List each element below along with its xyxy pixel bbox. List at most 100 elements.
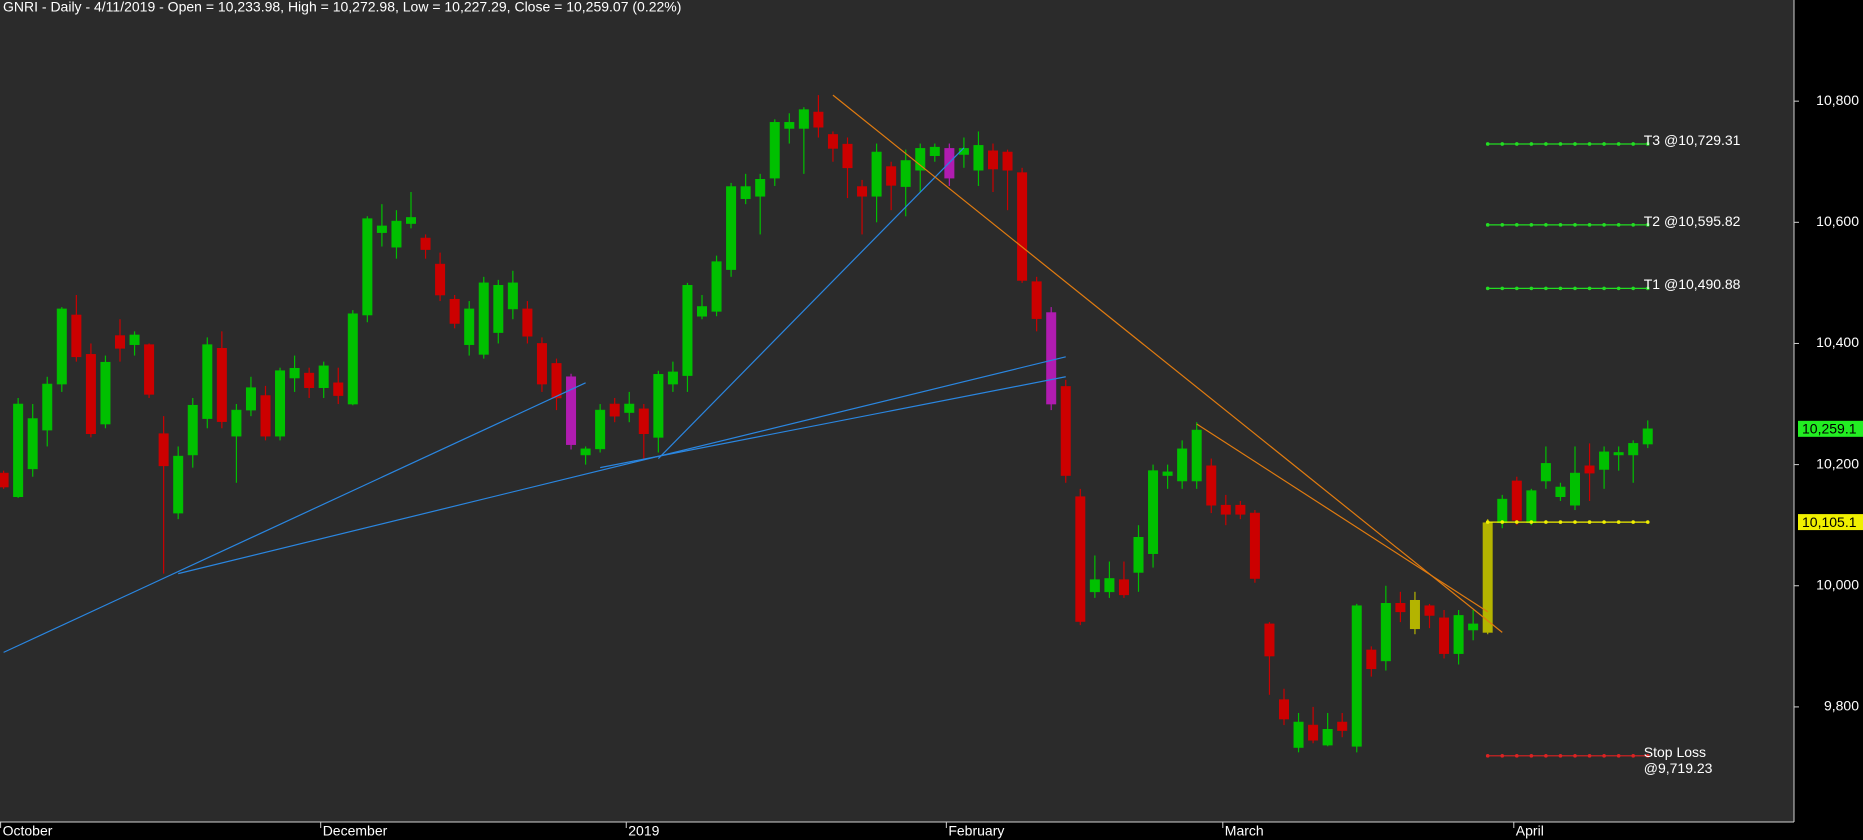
candle-body [1031, 281, 1042, 319]
candle-body [1511, 480, 1522, 521]
level-dot [1645, 520, 1650, 524]
candle-body [915, 148, 926, 171]
candle-body [1118, 579, 1129, 596]
level-dot [1602, 286, 1606, 291]
price-tag-label: 10,105.1 [1802, 514, 1857, 530]
candle-body [231, 409, 242, 437]
candle-body [1540, 463, 1551, 482]
candle-body [1439, 617, 1450, 654]
candle-body [1497, 498, 1508, 524]
candle-body [1468, 623, 1479, 631]
level-dot [1616, 142, 1621, 146]
candle-body [624, 403, 635, 413]
candle-body [478, 282, 489, 355]
level-dot [1529, 520, 1534, 524]
level-dot [1558, 286, 1563, 291]
candle-body [449, 298, 460, 324]
candle-body [173, 455, 184, 514]
candle-body [1017, 172, 1028, 281]
level-label: T2 @10,595.82 [1643, 212, 1741, 229]
candle-body [1584, 465, 1595, 474]
candle-body [1380, 603, 1391, 662]
candle-body [304, 372, 315, 388]
candle-body [144, 344, 155, 395]
level-dot [1616, 286, 1621, 291]
candle-body [1264, 623, 1275, 657]
level-dot [1500, 223, 1505, 227]
level-dot [1544, 286, 1548, 291]
level-dot [1515, 286, 1519, 291]
candle-body [667, 371, 678, 385]
candle-body [551, 363, 562, 399]
level-dot [1631, 520, 1635, 524]
trend-line [1196, 423, 1489, 613]
candle-body [653, 374, 664, 438]
candle-body [1046, 312, 1057, 405]
candle-body [85, 354, 96, 435]
candle-body [376, 225, 387, 233]
candle-body [1642, 428, 1653, 445]
candle-body [900, 160, 911, 187]
candle-body [973, 145, 984, 171]
level-dot [1587, 286, 1592, 291]
price-tag-box [1798, 514, 1863, 531]
candle-body [1279, 699, 1290, 720]
candle-body [56, 308, 67, 385]
level-dot [1631, 223, 1635, 227]
trend-line [832, 94, 1503, 633]
candle-body [216, 348, 227, 422]
candle-body [245, 387, 256, 411]
level-dot [1587, 520, 1592, 524]
candle-body [0, 472, 9, 488]
candle-body [420, 237, 431, 250]
candle-body [595, 409, 606, 450]
candle-body [638, 408, 649, 435]
candle-body [1148, 470, 1159, 554]
candle-body [740, 186, 751, 199]
price-tag-label: 10,259.1 [1802, 421, 1857, 437]
candle-body [536, 343, 547, 385]
candle-body [711, 261, 722, 312]
y-tick-label: 10,400 [1816, 334, 1859, 350]
level-dot [1573, 286, 1577, 291]
y-tick-label: 10,800 [1816, 92, 1859, 108]
candle-body [1628, 443, 1639, 456]
level-dot [1485, 286, 1490, 291]
y-tick-label: 10,200 [1816, 455, 1859, 471]
candle-body [391, 220, 402, 248]
level-dot [1602, 142, 1606, 146]
level-dot [1500, 754, 1505, 758]
level-dot [1500, 520, 1505, 524]
candle-body [115, 335, 126, 349]
candle-body [987, 150, 998, 170]
candle-body [129, 334, 140, 345]
candle-body [100, 361, 111, 425]
level-dot [1485, 520, 1490, 524]
candle-body [464, 308, 475, 345]
candle-body [1002, 151, 1013, 171]
candle-body [769, 122, 780, 179]
level-dot [1500, 286, 1505, 291]
level-dot [1587, 754, 1592, 758]
level-dot [1544, 142, 1548, 146]
level-dot [1631, 754, 1635, 758]
candle-body [1599, 451, 1610, 470]
x-tick-label: March [1225, 823, 1264, 839]
candle-body [13, 403, 24, 498]
level-label: T1 @10,490.88 [1643, 276, 1741, 293]
candle-body [260, 395, 271, 437]
candle-body [1322, 729, 1333, 746]
level-dot [1544, 520, 1548, 524]
candle-body [202, 344, 213, 419]
level-dot [1631, 286, 1635, 291]
candle-body [493, 285, 504, 333]
candle-body [755, 179, 766, 197]
candle-body [289, 367, 300, 379]
x-tick-label: April [1516, 823, 1544, 839]
level-dot [1529, 142, 1534, 146]
candle-body [1613, 452, 1624, 456]
candle-body [798, 109, 809, 129]
candle-body [1089, 579, 1100, 593]
level-dot [1602, 754, 1606, 758]
candle-body [435, 263, 446, 296]
